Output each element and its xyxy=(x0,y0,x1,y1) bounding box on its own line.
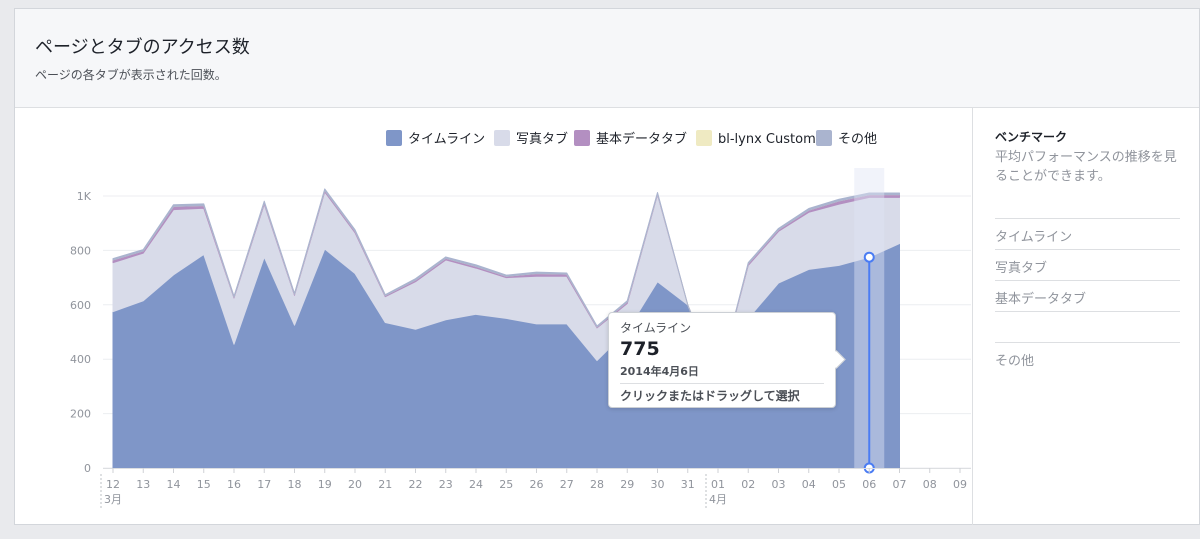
x-tick-label: 20 xyxy=(348,478,362,491)
legend-label-3: bl-lynx Custom xyxy=(718,132,816,147)
x-tick-label: 08 xyxy=(923,478,937,491)
area-series-4 xyxy=(112,188,900,382)
tooltip-divider xyxy=(620,383,824,384)
card-header: ページとタブのアクセス数 ページの各タブが表示された回数。 xyxy=(15,9,1199,108)
y-tick-label: 1K xyxy=(77,190,92,203)
x-tick-label: 30 xyxy=(651,478,665,491)
tooltip-date: 2014年4月6日 xyxy=(620,365,699,378)
y-tick-label: 600 xyxy=(70,299,91,312)
x-tick-label: 05 xyxy=(832,478,846,491)
x-tick-label: 19 xyxy=(318,478,332,491)
x-tick-label: 09 xyxy=(953,478,967,491)
benchmark-panel: ベンチマーク 平均パフォーマンスの推移を見ることができます。 タイムライン 写真… xyxy=(972,108,1200,525)
legend-label-0: タイムライン xyxy=(408,132,485,147)
legend-label-1: 写真タブ xyxy=(516,131,568,147)
y-tick-label: 0 xyxy=(84,462,91,475)
benchmark-item-custom[interactable] xyxy=(995,311,1180,342)
benchmark-list: タイムライン 写真タブ 基本データタブ その他 xyxy=(995,218,1180,373)
benchmark-item-photos[interactable]: 写真タブ xyxy=(995,249,1180,280)
x-tick-label: 18 xyxy=(288,478,302,491)
x-tick-label: 24 xyxy=(469,478,483,491)
x-tick-label: 13 xyxy=(136,478,150,491)
x-tick-label: 12 xyxy=(106,478,120,491)
highlight-point-marker xyxy=(863,251,875,263)
benchmark-description: 平均パフォーマンスの推移を見ることができます。 xyxy=(995,150,1177,184)
x-tick-label: 07 xyxy=(893,478,907,491)
legend-swatch-3 xyxy=(696,130,712,146)
month-label: 4月 xyxy=(709,493,727,506)
tooltip-value: 775 xyxy=(620,338,660,360)
x-tick-label: 28 xyxy=(590,478,604,491)
x-tick-label: 26 xyxy=(530,478,544,491)
stacked-area-chart[interactable]: 0 200 400 600 800 1K 12 13 14 15 16 17 18 19 20 21 22 23 2… xyxy=(15,108,971,525)
y-tick-label: 400 xyxy=(70,353,91,366)
page-tab-views-card: ページとタブのアクセス数 ページの各タブが表示された回数。 0 200 400 600… xyxy=(14,8,1200,525)
page-title: ページとタブのアクセス数 xyxy=(35,37,250,58)
legend-swatch-2 xyxy=(574,130,590,146)
month-label: 3月 xyxy=(104,493,122,506)
legend-label-2: 基本データタブ xyxy=(596,131,687,147)
x-tick-label: 04 xyxy=(802,478,816,491)
x-tick-label: 14 xyxy=(167,478,181,491)
legend-label-4: その他 xyxy=(838,132,877,147)
legend-swatch-0 xyxy=(386,130,402,146)
x-tick-label: 16 xyxy=(227,478,241,491)
x-tick-label: 02 xyxy=(741,478,755,491)
benchmark-item-info[interactable]: 基本データタブ xyxy=(995,280,1180,311)
x-tick-label: 17 xyxy=(257,478,271,491)
y-tick-label: 200 xyxy=(70,408,91,421)
y-tick-label: 800 xyxy=(70,244,91,257)
x-tick-label: 06 xyxy=(862,478,876,491)
benchmark-item-timeline[interactable]: タイムライン xyxy=(995,218,1180,249)
x-tick-label: 03 xyxy=(772,478,786,491)
x-tick-label: 29 xyxy=(620,478,634,491)
x-tick-label: 31 xyxy=(681,478,695,491)
x-tick-label: 25 xyxy=(499,478,513,491)
page-subtitle: ページの各タブが表示された回数。 xyxy=(35,68,227,82)
x-tick-label: 01 xyxy=(711,478,725,491)
chart-tooltip: タイムライン 775 2014年4月6日 クリックまたはドラッグして選択 xyxy=(608,312,836,408)
x-tick-label: 22 xyxy=(409,478,423,491)
tooltip-hint: クリックまたはドラッグして選択 xyxy=(620,389,800,403)
x-tick-label: 21 xyxy=(378,478,392,491)
legend-swatch-1 xyxy=(494,130,510,146)
tooltip-series-name: タイムライン xyxy=(620,321,692,335)
chart-area[interactable]: 0 200 400 600 800 1K 12 13 14 15 16 17 18 19 20 21 22 23 2… xyxy=(15,108,971,525)
x-tick-label: 27 xyxy=(560,478,574,491)
x-tick-label: 15 xyxy=(197,478,211,491)
benchmark-title: ベンチマーク xyxy=(995,130,1068,144)
x-tick-label: 23 xyxy=(439,478,453,491)
legend-swatch-4 xyxy=(816,130,832,146)
benchmark-item-other[interactable]: その他 xyxy=(995,342,1180,373)
